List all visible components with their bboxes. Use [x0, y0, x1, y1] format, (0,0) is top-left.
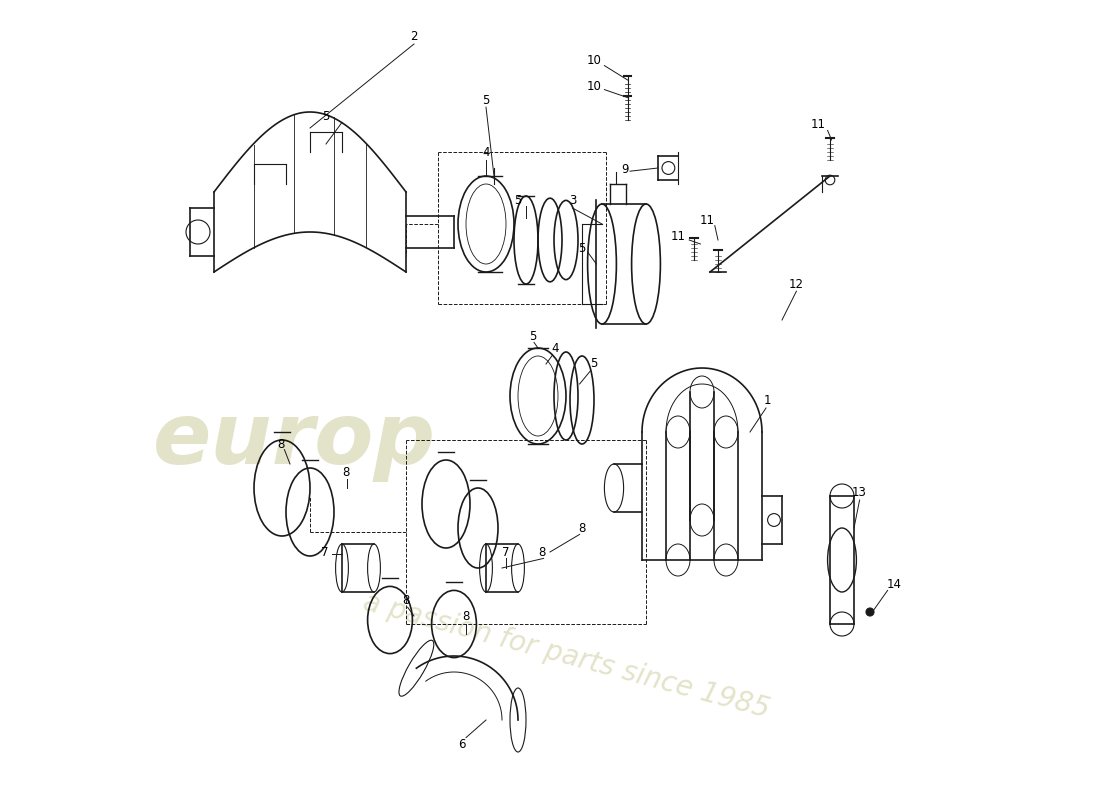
Text: 9: 9 — [621, 163, 629, 176]
Text: 8: 8 — [403, 594, 409, 606]
Text: 7: 7 — [503, 546, 509, 558]
Text: europ: europ — [153, 398, 436, 482]
Text: 1: 1 — [763, 394, 771, 406]
Text: 4: 4 — [482, 146, 490, 158]
Text: 11: 11 — [671, 230, 685, 242]
Text: 8: 8 — [538, 546, 546, 558]
Text: 8: 8 — [462, 610, 470, 622]
Text: 8: 8 — [277, 438, 285, 450]
Text: 12: 12 — [789, 278, 804, 290]
Text: 3: 3 — [569, 194, 576, 206]
Text: 10: 10 — [586, 80, 602, 93]
Text: a passion for parts since 1985: a passion for parts since 1985 — [360, 588, 772, 724]
Text: 14: 14 — [887, 578, 902, 590]
Text: 11: 11 — [700, 214, 715, 226]
Text: 5: 5 — [515, 194, 521, 206]
Text: 8: 8 — [342, 466, 350, 478]
Text: 5: 5 — [482, 94, 490, 106]
Text: 5: 5 — [529, 330, 536, 342]
Text: 11: 11 — [811, 118, 825, 130]
Text: 5: 5 — [579, 242, 585, 254]
Text: 5: 5 — [322, 110, 330, 122]
Text: 2: 2 — [410, 30, 418, 42]
Text: 13: 13 — [852, 486, 867, 498]
Circle shape — [866, 608, 874, 616]
Text: 8: 8 — [579, 522, 585, 534]
Text: 6: 6 — [459, 738, 465, 750]
Text: 5: 5 — [591, 358, 597, 370]
Text: 7: 7 — [321, 546, 328, 558]
Text: 4: 4 — [551, 342, 559, 354]
Text: 10: 10 — [586, 54, 602, 66]
